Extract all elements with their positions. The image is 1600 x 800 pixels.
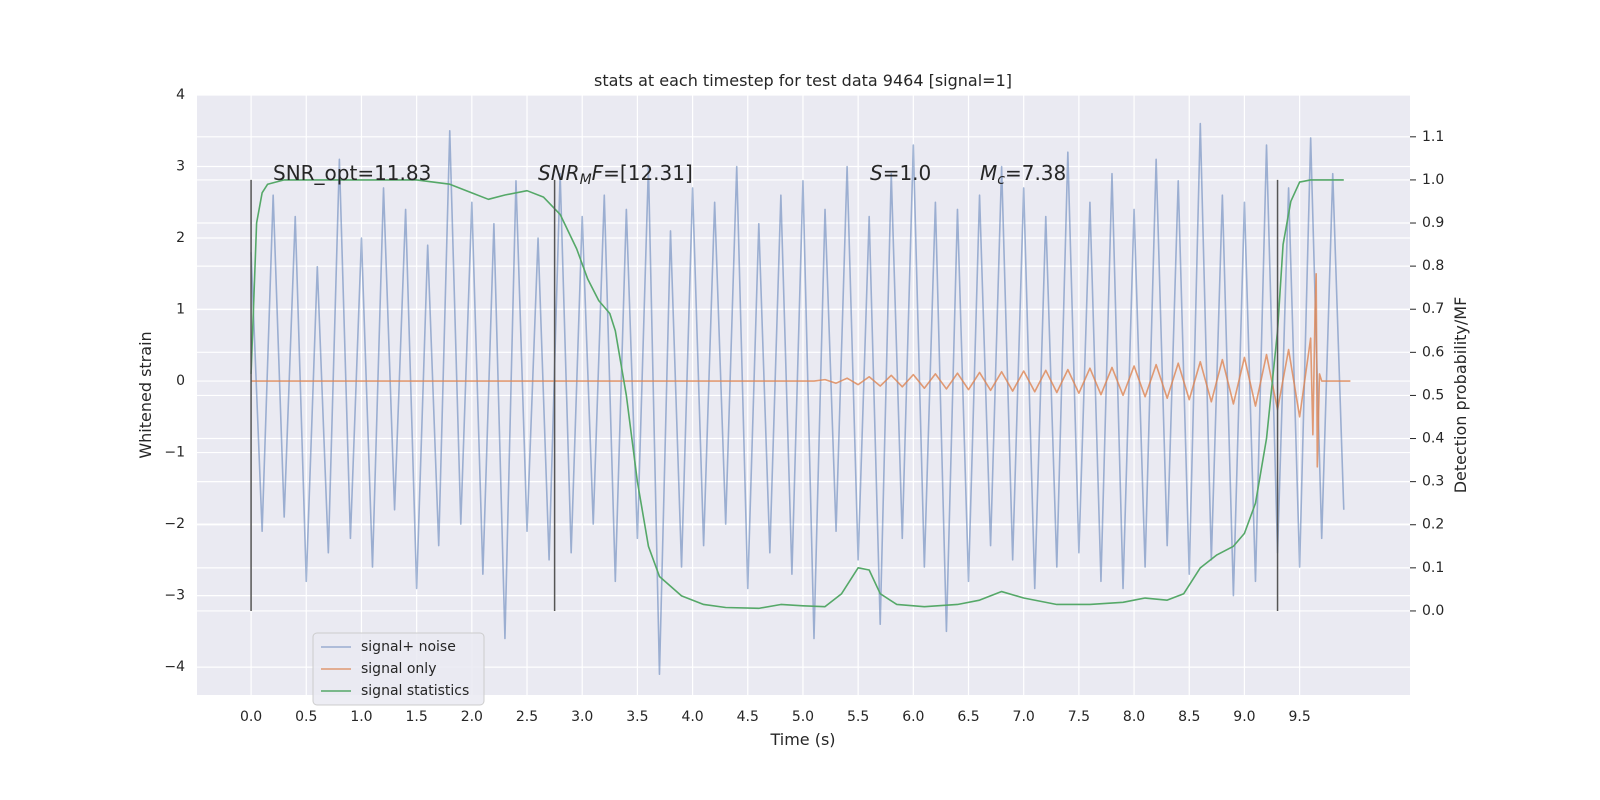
annotation-part: F bbox=[592, 161, 604, 185]
annotation-part: M bbox=[980, 161, 997, 185]
series-line bbox=[251, 272, 1351, 468]
y2-tick-label: 0.7 bbox=[1422, 301, 1444, 317]
annotation-part: c bbox=[997, 172, 1005, 188]
x-tick-label: 3.0 bbox=[571, 709, 593, 725]
x-tick-label: 4.5 bbox=[737, 709, 759, 725]
x-tick-label: 4.0 bbox=[681, 709, 703, 725]
legend-label: signal only bbox=[361, 661, 436, 677]
x-tick-label: 6.5 bbox=[957, 709, 979, 725]
y-tick-label: −4 bbox=[164, 659, 185, 675]
annotation-part: S bbox=[870, 161, 883, 185]
y-tick-label: 0 bbox=[176, 373, 185, 389]
x-tick-label: 7.5 bbox=[1068, 709, 1090, 725]
series-line bbox=[250, 122, 1345, 676]
y2-tick-label: 0.9 bbox=[1422, 215, 1444, 231]
series-line bbox=[250, 179, 1344, 610]
annotation-part: SNR bbox=[538, 161, 580, 185]
x-tick-label: 1.5 bbox=[406, 709, 428, 725]
y-tick-label: 4 bbox=[176, 87, 185, 103]
marks bbox=[250, 122, 1351, 676]
x-tick-label: 7.0 bbox=[1013, 709, 1035, 725]
x-tick-label: 8.0 bbox=[1123, 709, 1145, 725]
y2-tick-label: 0.4 bbox=[1422, 431, 1444, 447]
y-tick-label: 2 bbox=[176, 230, 185, 246]
annotation-part: =1.0 bbox=[883, 161, 932, 185]
y2-tick-label: 0.6 bbox=[1422, 344, 1444, 360]
x-tick-label: 9.5 bbox=[1288, 709, 1310, 725]
x-tick-label: 2.0 bbox=[461, 709, 483, 725]
x-tick-label: 3.5 bbox=[626, 709, 648, 725]
legend-box bbox=[312, 632, 485, 706]
legend-label: signal statistics bbox=[361, 683, 469, 699]
y2-tick-label: 0.8 bbox=[1422, 258, 1444, 274]
x-tick-label: 0.0 bbox=[240, 709, 262, 725]
overlay: 0.0 0.5 1.0 1.5 2.0 2.5 3.0 3.5 4.0 4.5 5.0 5.5 6.0 6… bbox=[164, 87, 1444, 725]
x-tick-label: 5.0 bbox=[792, 709, 814, 725]
annotation-part: M bbox=[580, 172, 592, 188]
y2-tick-label: 0.0 bbox=[1422, 603, 1444, 619]
x-axis-label: Time (s) bbox=[769, 730, 835, 749]
y2-tick-label: 0.2 bbox=[1422, 517, 1444, 533]
y2-tick-label: 1.1 bbox=[1422, 129, 1444, 145]
x-tick-label: 1.0 bbox=[350, 709, 372, 725]
x-tick-label: 2.5 bbox=[516, 709, 538, 725]
y2-tick-label: 1.0 bbox=[1422, 172, 1444, 188]
annotation-part: SNR_opt=11.83 bbox=[273, 161, 431, 185]
legend-label: signal+ noise bbox=[361, 639, 456, 655]
y-tick-label: 3 bbox=[176, 159, 185, 175]
y-tick-label: −1 bbox=[164, 445, 185, 461]
x-tick-label: 8.5 bbox=[1178, 709, 1200, 725]
y-axis-label: Whitened strain bbox=[136, 331, 155, 458]
annotation-part: =[12.31] bbox=[603, 161, 693, 185]
y2-tick-label: 0.3 bbox=[1422, 474, 1444, 490]
x-tick-label: 0.5 bbox=[295, 709, 317, 725]
annotation: SNR_opt=11.83 bbox=[273, 161, 431, 185]
x-tick-label: 6.0 bbox=[902, 709, 924, 725]
x-tick-label: 5.5 bbox=[847, 709, 869, 725]
y-tick-label: 1 bbox=[176, 302, 185, 318]
y2-axis-label: Detection probability/MF bbox=[1451, 297, 1470, 494]
annotation: SNRMF=[12.31] bbox=[538, 161, 693, 188]
y2-tick-label: 0.5 bbox=[1422, 387, 1444, 403]
y-tick-label: −2 bbox=[164, 516, 185, 532]
y2-tick-label: 0.1 bbox=[1422, 560, 1444, 576]
annotation: S=1.0 bbox=[870, 161, 931, 185]
x-tick-label: 9.0 bbox=[1233, 709, 1255, 725]
annotation: Mc=7.38 bbox=[980, 161, 1066, 188]
annotation-part: =7.38 bbox=[1005, 161, 1066, 185]
chart-title: stats at each timestep for test data 946… bbox=[594, 71, 1012, 90]
legend: signal+ noise signal only signal statistic… bbox=[312, 632, 485, 706]
y-tick-label: −3 bbox=[164, 588, 185, 604]
